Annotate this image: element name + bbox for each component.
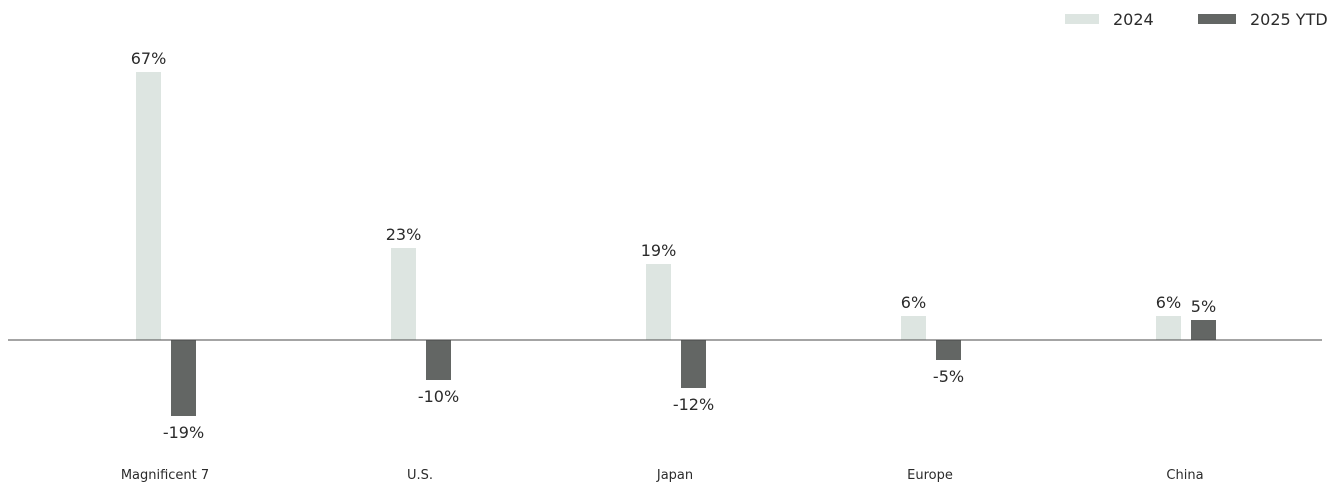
bar-magnificent-7-2025-ytd: [171, 340, 196, 416]
category-label-europe: Europe: [907, 468, 953, 483]
data-label-japan-2024: 19%: [641, 241, 677, 260]
bar-u-s-2024: [391, 248, 416, 340]
bar-europe-2024: [901, 316, 926, 340]
data-label-europe-2024: 6%: [901, 293, 926, 312]
category-label-japan: Japan: [656, 468, 693, 483]
bar-u-s-2025-ytd: [426, 340, 451, 380]
legend-label-2024: 2024: [1113, 10, 1154, 29]
legend-swatch-2024: [1065, 14, 1099, 24]
data-label-u-s-2025-ytd: -10%: [418, 387, 459, 406]
bar-japan-2025-ytd: [681, 340, 706, 388]
data-label-europe-2025-ytd: -5%: [933, 367, 964, 386]
bar-europe-2025-ytd: [936, 340, 961, 360]
data-label-magnificent-7-2025-ytd: -19%: [163, 423, 204, 442]
category-label-magnificent-7: Magnificent 7: [121, 468, 209, 483]
data-label-china-2025-ytd: 5%: [1191, 297, 1216, 316]
data-labels-group: 67% -19% 23% -10% 19% -12% 6% -5% 6% 5%: [131, 49, 1216, 442]
data-label-u-s-2024: 23%: [386, 225, 422, 244]
legend-label-2025-ytd: 2025 YTD: [1250, 10, 1328, 29]
data-label-japan-2025-ytd: -12%: [673, 395, 714, 414]
category-label-u-s: U.S.: [407, 468, 433, 483]
legend: 2024 2025 YTD: [1065, 10, 1328, 29]
category-labels-group: Magnificent 7 U.S. Japan Europe China: [121, 468, 1204, 483]
bar-china-2025-ytd: [1191, 320, 1216, 340]
bar-china-2024: [1156, 316, 1181, 340]
legend-swatch-2025-ytd: [1198, 14, 1236, 24]
bars-group: [136, 72, 1216, 416]
bar-magnificent-7-2024: [136, 72, 161, 340]
data-label-magnificent-7-2024: 67%: [131, 49, 167, 68]
bar-japan-2024: [646, 264, 671, 340]
data-label-china-2024: 6%: [1156, 293, 1181, 312]
category-label-china: China: [1166, 468, 1203, 483]
